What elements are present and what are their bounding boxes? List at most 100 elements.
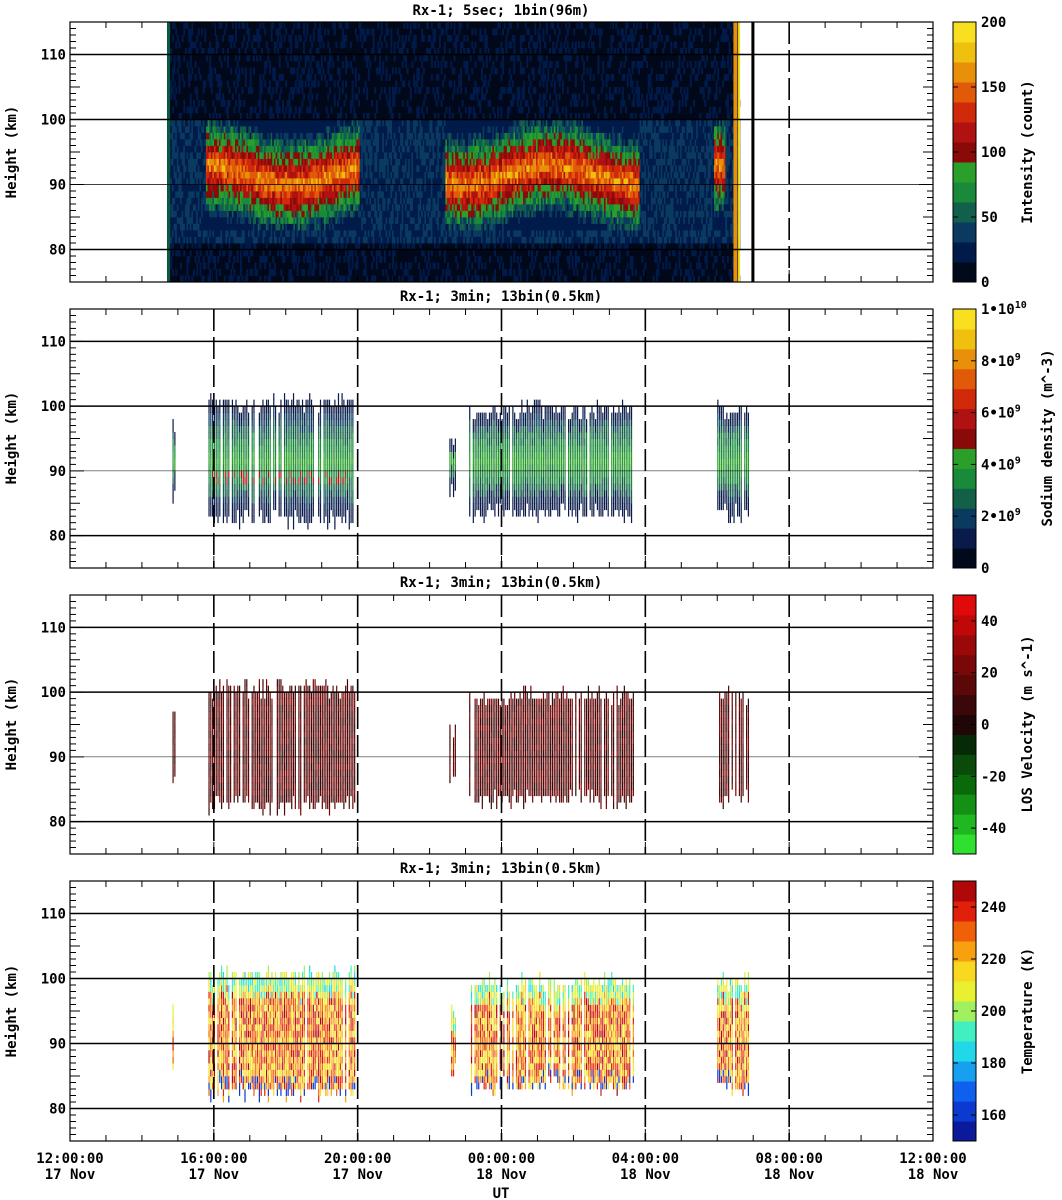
data-cell	[215, 223, 218, 231]
data-cell	[398, 191, 401, 198]
data-cell	[377, 191, 380, 198]
data-cell	[223, 191, 226, 198]
data-cell	[425, 87, 429, 94]
data-cell	[370, 165, 373, 172]
data-cell	[243, 171, 246, 179]
data-cell	[359, 217, 362, 224]
data-cell	[228, 191, 231, 198]
data-cell	[388, 217, 391, 224]
data-cell	[336, 230, 340, 237]
data-cell	[319, 139, 322, 146]
data-cell	[362, 171, 365, 179]
data-cell	[346, 197, 349, 205]
data-cell	[301, 100, 304, 107]
data-cell	[327, 184, 330, 192]
data-cell	[466, 152, 469, 159]
data-cell	[273, 132, 276, 140]
data-cell	[364, 204, 367, 211]
data-cell	[320, 145, 323, 153]
data-cell	[370, 217, 373, 224]
data-cell	[349, 191, 352, 198]
data-cell	[317, 119, 320, 127]
data-cell	[466, 191, 469, 198]
data-cell	[364, 191, 367, 198]
data-cell	[408, 243, 411, 250]
data-cell	[440, 165, 443, 172]
data-cell	[304, 178, 307, 185]
data-cell	[247, 171, 251, 179]
data-cell	[264, 210, 267, 218]
data-cell	[458, 145, 461, 153]
data-cell	[254, 262, 257, 270]
data-cell	[301, 152, 304, 159]
data-cell	[375, 230, 378, 237]
data-cell	[403, 145, 406, 153]
data-cell	[403, 139, 406, 146]
data-cell	[458, 80, 461, 88]
data-cell	[272, 87, 275, 94]
data-cell	[362, 256, 365, 263]
data-cell	[199, 191, 202, 198]
data-cell	[468, 197, 471, 205]
data-cell	[379, 223, 382, 231]
data-cell	[214, 67, 217, 75]
data-cell	[388, 262, 391, 270]
data-cell	[201, 178, 204, 185]
data-cell	[277, 80, 280, 88]
data-cell	[267, 223, 270, 231]
data-cell	[416, 171, 419, 179]
data-cell	[214, 243, 217, 250]
data-cell	[459, 139, 462, 146]
data-cell	[477, 230, 480, 237]
data-cell	[383, 132, 386, 140]
data-cell	[484, 243, 487, 250]
data-cell	[319, 249, 322, 257]
data-cell	[259, 145, 262, 153]
data-cell	[186, 204, 189, 211]
data-cell	[246, 230, 249, 237]
data-cell	[269, 106, 272, 114]
data-cell	[442, 230, 445, 237]
data-cell	[466, 139, 469, 146]
data-cell	[447, 126, 450, 133]
data-cell	[374, 152, 377, 159]
data-cell	[429, 132, 432, 140]
data-cell	[343, 139, 346, 146]
data-cell	[458, 28, 461, 36]
data-cell	[189, 100, 192, 107]
data-cell	[188, 230, 191, 237]
data-cell	[273, 184, 276, 192]
data-cell	[239, 139, 242, 146]
data-cell	[215, 145, 218, 153]
data-cell	[272, 119, 275, 127]
data-cell	[370, 119, 373, 127]
data-cell	[392, 210, 395, 218]
data-cell	[307, 152, 310, 159]
data-cell	[197, 217, 200, 224]
data-cell	[186, 236, 189, 244]
data-cell	[455, 236, 458, 244]
data-cell	[304, 126, 307, 133]
data-cell	[225, 223, 228, 231]
data-cell	[468, 132, 471, 140]
data-cell	[430, 74, 433, 81]
data-cell	[380, 74, 383, 81]
data-cell	[377, 145, 380, 153]
data-cell	[181, 191, 184, 198]
data-cell	[217, 80, 220, 88]
data-cell	[440, 61, 443, 68]
data-cell	[303, 152, 306, 159]
data-cell	[304, 210, 307, 218]
data-cell	[291, 158, 294, 166]
data-cell	[408, 204, 411, 211]
data-cell	[327, 236, 330, 244]
data-cell	[239, 184, 242, 192]
data-cell	[374, 275, 377, 282]
data-cell	[383, 35, 386, 42]
data-cell	[204, 106, 207, 114]
data-cell	[476, 158, 479, 166]
data-cell	[247, 126, 251, 133]
data-cell	[314, 158, 317, 166]
data-cell	[197, 28, 200, 36]
data-cell	[283, 217, 286, 224]
